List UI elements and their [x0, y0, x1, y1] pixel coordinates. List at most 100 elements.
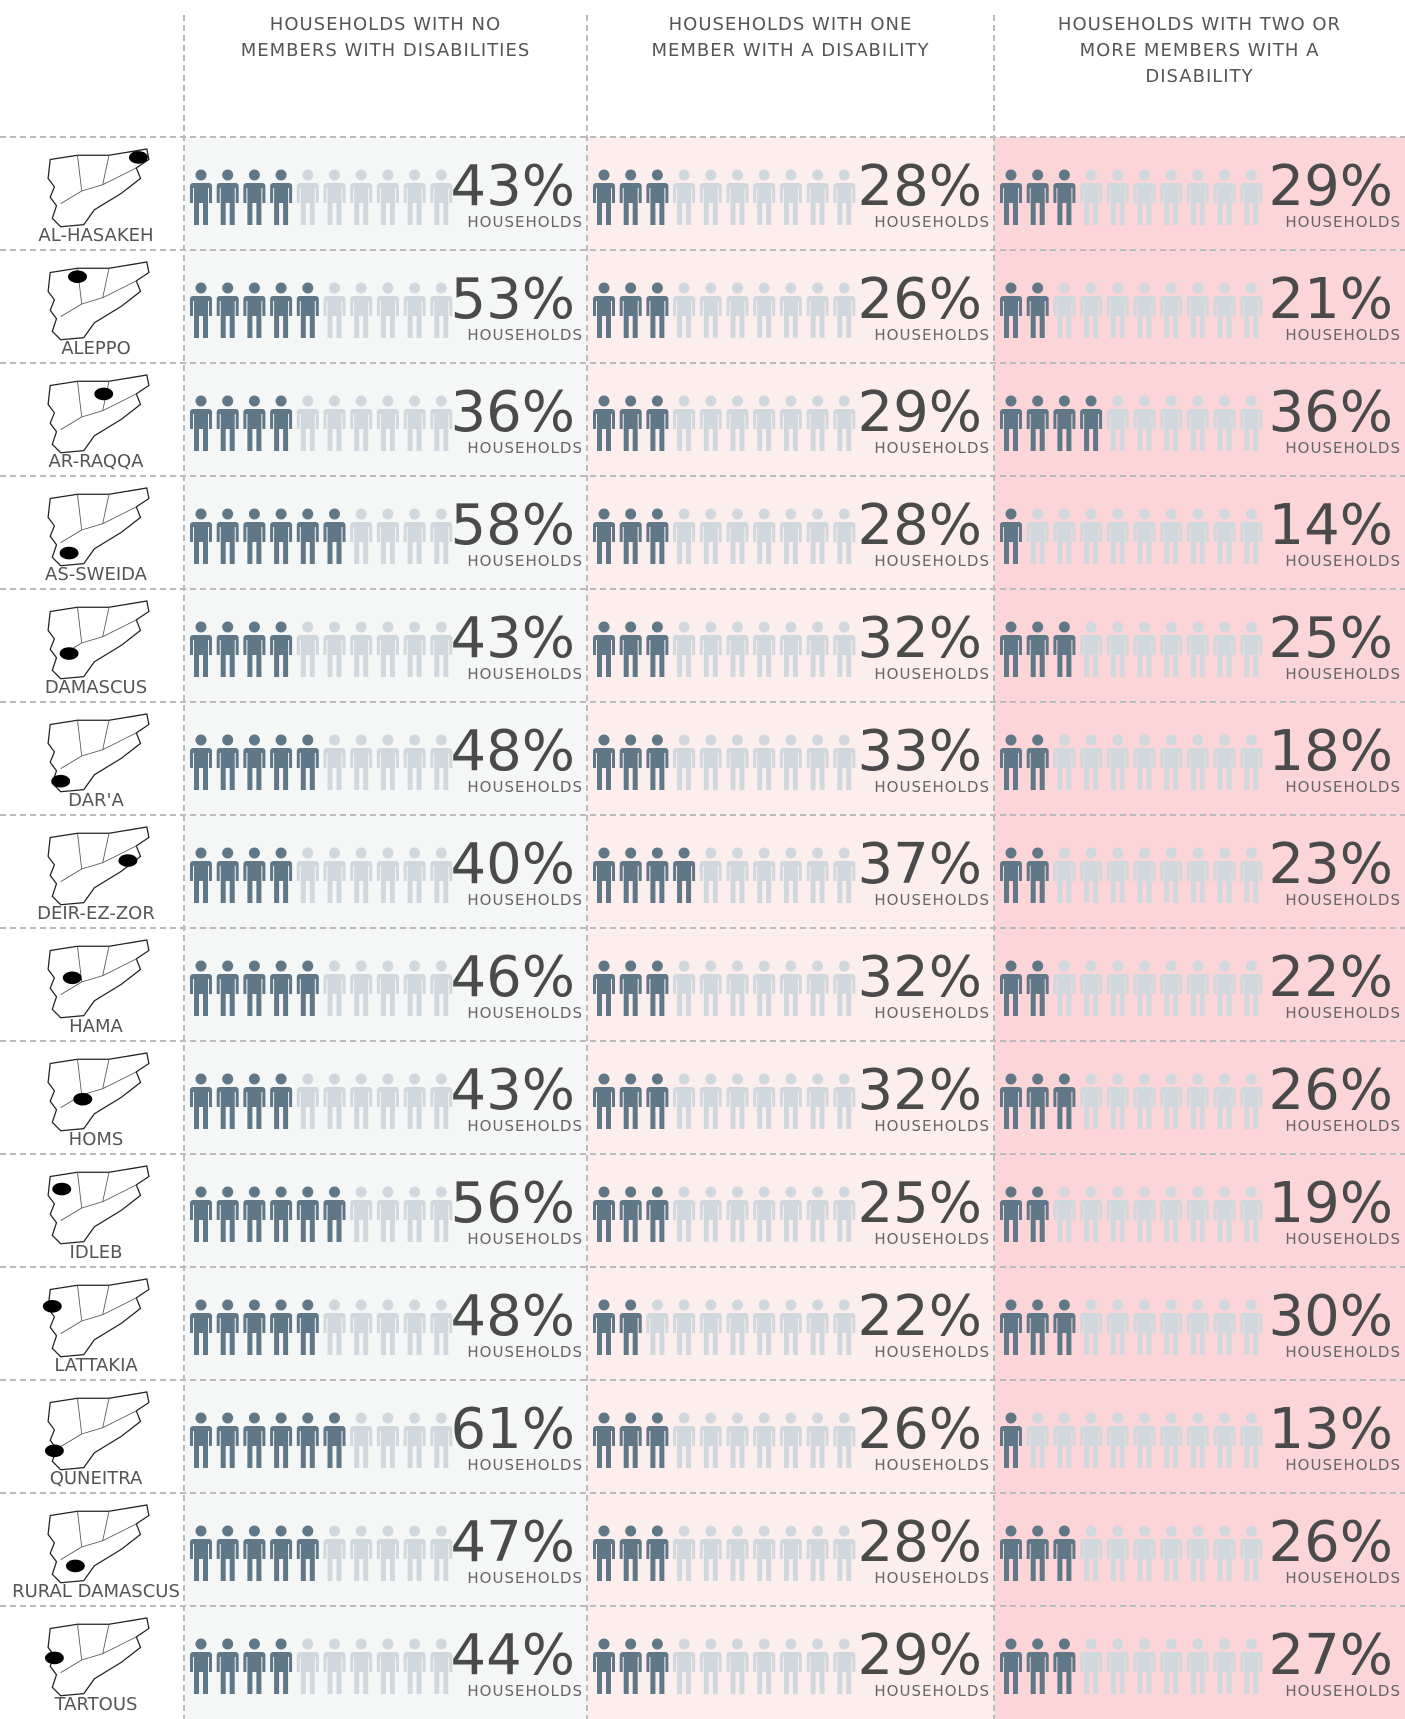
value-label: 29% — [858, 1623, 982, 1688]
icon-head — [1245, 169, 1257, 181]
icon-body — [833, 974, 856, 1016]
unit-label: HOUSEHOLDS — [874, 552, 990, 570]
icon-head — [355, 1638, 367, 1650]
person-icon — [323, 1299, 346, 1355]
icon-head — [705, 282, 717, 294]
region-label: DAMASCUS — [45, 677, 147, 698]
icon-body — [350, 522, 373, 564]
region-map — [47, 1052, 150, 1132]
icon-body — [806, 748, 829, 790]
icon-body — [430, 1200, 453, 1242]
icon-body — [216, 1426, 239, 1468]
person-icon — [646, 1412, 669, 1468]
map-outline — [47, 1052, 150, 1132]
person-icon — [753, 1073, 776, 1129]
icon-body — [1213, 1313, 1236, 1355]
person-icon — [376, 169, 399, 225]
person-icon — [190, 1073, 212, 1129]
icon-head — [382, 1525, 394, 1537]
icon-head — [838, 395, 850, 407]
person-icon — [1106, 960, 1129, 1016]
value-label: 44% — [451, 1623, 575, 1688]
person-icon — [296, 282, 319, 338]
icon-body — [376, 1426, 399, 1468]
person-icon — [216, 395, 239, 451]
icon-head — [1085, 1073, 1097, 1085]
icon-head — [625, 1073, 637, 1085]
icon-head — [275, 1186, 287, 1198]
value-label: 43% — [451, 1058, 575, 1123]
icon-body — [726, 296, 749, 338]
icon-head — [1112, 282, 1124, 294]
person-icon — [673, 1299, 696, 1355]
person-icon — [270, 508, 293, 564]
person-icon — [403, 508, 426, 564]
icon-head — [302, 1638, 314, 1650]
map-highlight — [62, 971, 82, 985]
map-borders — [60, 720, 137, 769]
icon-head — [195, 621, 207, 633]
icon-body — [593, 409, 615, 451]
icon-head — [222, 169, 234, 181]
unit-label: HOUSEHOLDS — [874, 1230, 990, 1248]
person-icon — [1133, 960, 1156, 1016]
person-icon — [1240, 847, 1263, 903]
icon-head — [435, 1299, 447, 1311]
icon-head — [705, 621, 717, 633]
map-borders — [60, 946, 137, 995]
icon-head — [732, 734, 743, 746]
icon-head — [1058, 621, 1070, 633]
pictogram — [593, 847, 856, 903]
icon-head — [329, 734, 340, 746]
person-icon — [243, 960, 266, 1016]
unit-label: HOUSEHOLDS — [1285, 326, 1401, 344]
icon-head — [678, 847, 690, 859]
icon-head — [329, 960, 340, 972]
icon-body — [270, 1200, 293, 1242]
region-map — [42, 1278, 150, 1358]
person-icon — [1053, 1073, 1076, 1129]
person-icon — [376, 960, 399, 1016]
region-map — [47, 939, 150, 1019]
person-icon — [350, 395, 373, 451]
icon-body — [833, 1313, 856, 1355]
person-icon — [1240, 282, 1263, 338]
person-icon — [1240, 1412, 1263, 1468]
icon-head — [1005, 621, 1017, 633]
unit-label: HOUSEHOLDS — [1285, 1456, 1401, 1474]
person-icon — [833, 1638, 856, 1694]
person-icon — [190, 395, 212, 451]
person-icon — [1213, 734, 1236, 790]
person-icon — [1240, 734, 1263, 790]
person-icon — [1133, 1638, 1156, 1694]
person-icon — [190, 1638, 212, 1694]
icon-head — [705, 1186, 717, 1198]
icon-head — [812, 282, 824, 294]
person-icon — [699, 169, 722, 225]
icon-body — [1160, 522, 1183, 564]
region-map — [44, 1391, 150, 1471]
person-icon — [593, 1186, 615, 1242]
person-icon — [323, 1412, 346, 1468]
person-icon — [646, 1073, 669, 1129]
icon-head — [275, 1299, 287, 1311]
icon-body — [1053, 522, 1076, 564]
icon-head — [382, 282, 394, 294]
icon-body — [403, 296, 426, 338]
map-highlight — [68, 270, 87, 283]
icon-head — [732, 282, 743, 294]
icon-head — [838, 960, 850, 972]
person-icon — [430, 621, 453, 677]
icon-body — [1080, 1426, 1103, 1468]
icon-body — [1000, 296, 1022, 338]
icon-body — [699, 409, 722, 451]
icon-body — [376, 635, 399, 677]
person-icon — [1240, 1299, 1263, 1355]
person-icon — [243, 621, 266, 677]
value-label: 27% — [1269, 1623, 1393, 1688]
icon-body — [1186, 1200, 1209, 1242]
icon-head — [248, 508, 260, 520]
value-label: 30% — [1269, 1284, 1393, 1349]
person-icon — [403, 1299, 426, 1355]
icon-body — [270, 861, 293, 903]
